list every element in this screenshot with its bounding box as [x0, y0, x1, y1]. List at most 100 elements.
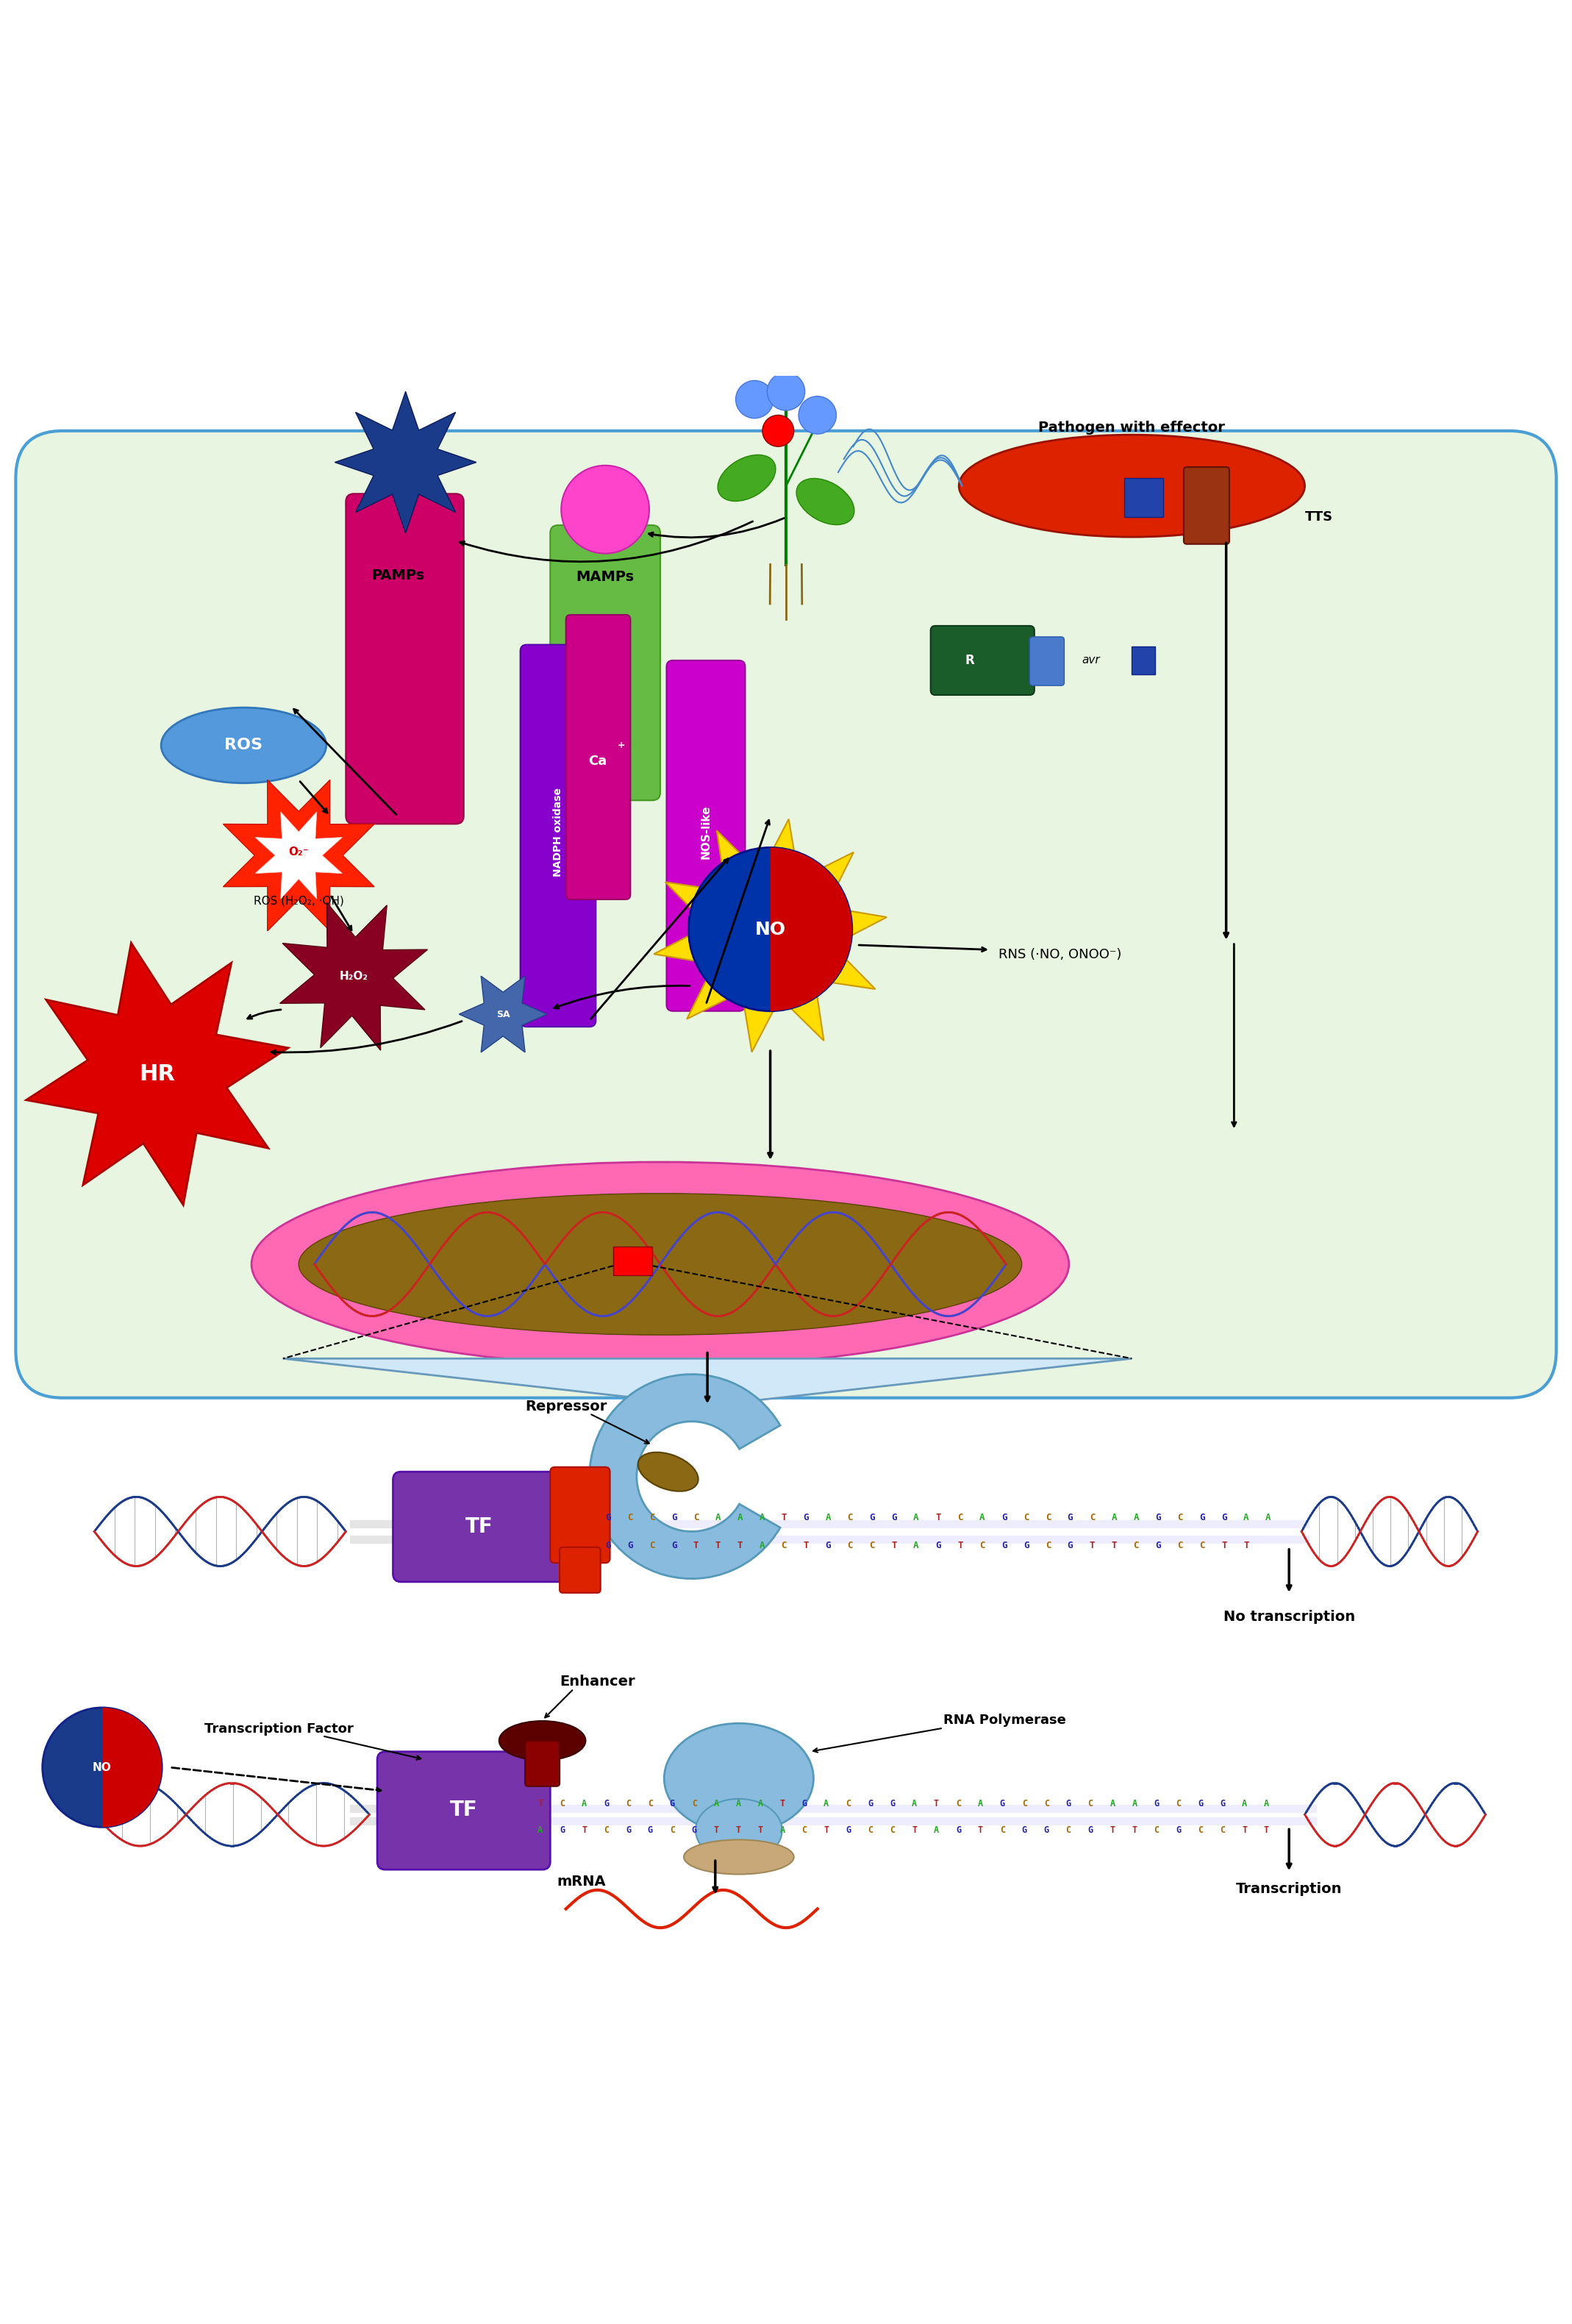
Text: C: C	[1089, 1513, 1096, 1522]
FancyBboxPatch shape	[566, 616, 630, 899]
Text: Repressor: Repressor	[525, 1399, 607, 1413]
Polygon shape	[654, 818, 887, 1053]
FancyBboxPatch shape	[377, 1752, 550, 1868]
Text: A: A	[1133, 1513, 1140, 1522]
Text: A: A	[934, 1824, 938, 1836]
Text: C: C	[648, 1799, 652, 1808]
Text: A: A	[715, 1513, 722, 1522]
FancyBboxPatch shape	[560, 1548, 601, 1592]
Text: C: C	[649, 1541, 656, 1550]
Text: H₂O₂: H₂O₂	[340, 971, 368, 983]
Text: C: C	[1220, 1824, 1225, 1836]
Text: C: C	[868, 1824, 872, 1836]
Text: TF: TF	[450, 1799, 478, 1820]
Text: G: G	[1155, 1541, 1162, 1550]
Text: T: T	[891, 1541, 898, 1550]
Wedge shape	[770, 848, 852, 1011]
Text: C: C	[847, 1541, 854, 1550]
Text: A: A	[979, 1513, 986, 1522]
Text: NADPH oxidase: NADPH oxidase	[553, 788, 563, 876]
Text: G: G	[1176, 1824, 1181, 1836]
Text: T: T	[538, 1799, 542, 1808]
Text: G: G	[1022, 1824, 1027, 1836]
Text: C: C	[869, 1541, 876, 1550]
Text: C: C	[1023, 1513, 1030, 1522]
Text: T: T	[935, 1513, 942, 1522]
FancyBboxPatch shape	[1184, 467, 1229, 544]
Text: NO: NO	[755, 920, 786, 939]
FancyBboxPatch shape	[525, 1741, 560, 1787]
Text: C: C	[890, 1824, 894, 1836]
Text: G: G	[1067, 1541, 1074, 1550]
Bar	[1132, 646, 1155, 674]
Text: C: C	[1177, 1513, 1184, 1522]
Polygon shape	[459, 976, 547, 1053]
FancyBboxPatch shape	[393, 1471, 566, 1583]
FancyBboxPatch shape	[346, 493, 464, 825]
Text: C: C	[1000, 1824, 1005, 1836]
Polygon shape	[27, 944, 288, 1206]
Text: A: A	[1265, 1513, 1272, 1522]
Ellipse shape	[695, 1799, 783, 1862]
Text: mRNA: mRNA	[556, 1875, 607, 1889]
Circle shape	[762, 416, 794, 446]
Polygon shape	[255, 811, 343, 899]
Text: T: T	[1221, 1541, 1228, 1550]
Text: T: T	[582, 1824, 586, 1836]
Ellipse shape	[160, 706, 327, 783]
Text: C: C	[627, 1513, 634, 1522]
Text: A: A	[759, 1541, 766, 1550]
Text: G: G	[1221, 1513, 1228, 1522]
Text: SA: SA	[497, 1009, 509, 1018]
Text: C: C	[670, 1824, 674, 1836]
Text: G: G	[671, 1513, 678, 1522]
Text: G: G	[956, 1824, 960, 1836]
Text: T: T	[1242, 1824, 1247, 1836]
Text: C: C	[1044, 1799, 1049, 1808]
Text: A: A	[825, 1513, 832, 1522]
Text: C: C	[802, 1824, 806, 1836]
Text: A: A	[1264, 1799, 1269, 1808]
Text: G: G	[1154, 1799, 1159, 1808]
Text: G: G	[1067, 1513, 1074, 1522]
Text: G: G	[605, 1513, 612, 1522]
Text: R: R	[965, 653, 975, 667]
Text: T: T	[1089, 1541, 1096, 1550]
Polygon shape	[283, 1360, 1132, 1406]
Text: A: A	[1243, 1513, 1250, 1522]
Text: G: G	[648, 1824, 652, 1836]
Text: G: G	[1001, 1541, 1008, 1550]
Ellipse shape	[638, 1452, 698, 1492]
Circle shape	[799, 397, 836, 435]
Text: T: T	[736, 1824, 740, 1836]
Text: A: A	[1110, 1799, 1115, 1808]
Ellipse shape	[663, 1724, 814, 1834]
Text: A: A	[758, 1799, 762, 1808]
Text: C: C	[957, 1513, 964, 1522]
Text: A: A	[1242, 1799, 1247, 1808]
Text: avr: avr	[1082, 655, 1100, 667]
Text: A: A	[714, 1799, 718, 1808]
Text: G: G	[1155, 1513, 1162, 1522]
Ellipse shape	[498, 1722, 585, 1759]
Polygon shape	[280, 902, 428, 1050]
Text: G: G	[1220, 1799, 1225, 1808]
Text: RNA Polymerase: RNA Polymerase	[943, 1713, 1066, 1727]
Text: G: G	[692, 1824, 696, 1836]
Text: A: A	[736, 1799, 740, 1808]
Bar	[613, 1248, 652, 1276]
Text: C: C	[626, 1799, 630, 1808]
FancyBboxPatch shape	[16, 430, 1556, 1397]
Text: T: T	[1132, 1824, 1137, 1836]
Text: T: T	[934, 1799, 938, 1808]
Text: HR: HR	[140, 1064, 174, 1085]
Text: G: G	[891, 1513, 898, 1522]
Text: G: G	[935, 1541, 942, 1550]
Polygon shape	[335, 390, 476, 532]
Text: T: T	[1264, 1824, 1269, 1836]
Text: C: C	[1022, 1799, 1027, 1808]
Text: A: A	[912, 1799, 916, 1808]
Text: T: T	[1243, 1541, 1250, 1550]
Text: C: C	[1045, 1513, 1052, 1522]
Text: ROS: ROS	[225, 739, 263, 753]
